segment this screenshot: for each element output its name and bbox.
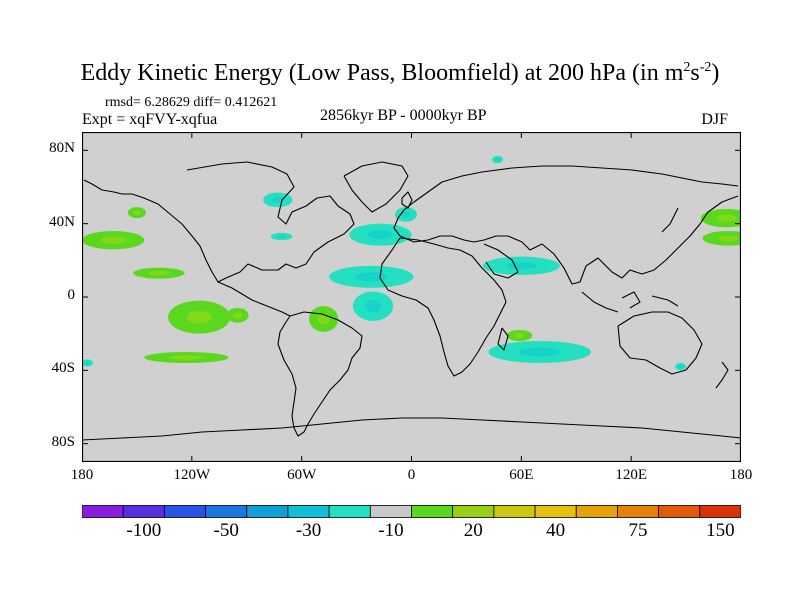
colorbar-label: 150	[706, 520, 735, 541]
colorbar-swatch	[369, 505, 412, 518]
coast-antarctica	[82, 417, 741, 441]
coast-uk	[401, 191, 413, 209]
anomaly-west-pacific-positive-core	[716, 214, 737, 222]
coast-indonesia	[581, 291, 679, 313]
coast-south-america	[277, 311, 363, 437]
anomaly-hudson-bay-negative-core	[272, 196, 284, 203]
colorbar-swatch	[122, 505, 165, 518]
anomaly-central-pacific-positive-core	[186, 310, 212, 324]
anomaly-south-indian-positive-core	[514, 333, 525, 338]
anomaly-layer	[82, 155, 741, 371]
anomaly-tropical-atlantic-negative-core	[354, 272, 389, 282]
coast-madagascar	[497, 327, 509, 351]
y-tick-label: 80N	[49, 140, 75, 157]
experiment-label: Expt = xqFVY-xqfua	[82, 111, 218, 128]
colorbar-swatch	[205, 505, 248, 518]
x-tick-label: 120W	[173, 467, 211, 483]
anomaly-us-east-coast-negative-core	[277, 235, 286, 238]
colorbar-swatch	[82, 505, 124, 518]
coast-central-america	[217, 281, 291, 317]
map-background	[82, 132, 741, 462]
season-label: DJF	[701, 111, 728, 128]
anomaly-south-indian-negative-core	[519, 347, 561, 357]
y-tick-label: 40N	[49, 213, 75, 230]
colorbar-swatch	[411, 505, 454, 518]
coastlines	[82, 161, 741, 441]
colorbar-swatch	[534, 505, 577, 518]
colorbar-swatch	[246, 505, 289, 518]
anomaly-arctic-negative-core	[495, 158, 500, 161]
anomaly-australia-east-negative-core	[678, 365, 683, 369]
coast-north-america	[83, 161, 355, 283]
colorbar-label: 75	[628, 520, 648, 541]
y-tick-label: 40S	[51, 360, 75, 377]
anomaly-n-pacific-positive-core	[100, 236, 126, 244]
x-tick-label: 180	[729, 467, 753, 483]
colorbar-label: -30	[295, 520, 322, 541]
coast-eurasia	[393, 165, 739, 285]
coast-australia	[617, 311, 703, 375]
y-tick-label: 0	[67, 287, 76, 303]
colorbar-swatch	[328, 505, 371, 518]
coast-new-zealand	[715, 361, 729, 389]
coast-africa	[379, 237, 507, 377]
x-tick-label: 0	[407, 467, 416, 483]
map-plot	[82, 132, 741, 462]
x-tick-label: 60E	[509, 467, 534, 483]
coast-greenland	[343, 161, 409, 213]
x-tick-label: 120E	[615, 467, 647, 483]
colorbar-label: 40	[546, 520, 566, 541]
anomaly-europe-negative-core	[401, 211, 411, 218]
x-tick-label: 180	[70, 467, 94, 483]
anomaly-tropical-east-pacific-positive-core	[233, 312, 242, 319]
anomaly-south-pacific-positive-core	[169, 355, 204, 360]
anomaly-south-america-positive-core	[317, 313, 330, 325]
colorbar-label: -100	[126, 520, 162, 541]
colorbar-swatch	[617, 505, 660, 518]
period-label: 2856kyr BP - 0000kyr BP	[320, 107, 487, 124]
colorbar-label: 20	[463, 520, 483, 541]
y-tick-label: 80S	[51, 433, 75, 450]
axis-ticks	[82, 132, 741, 462]
colorbar-swatch	[575, 505, 618, 518]
colorbar-swatch	[452, 505, 495, 518]
coast-arabia	[483, 243, 519, 279]
coast-japan	[661, 207, 679, 233]
colorbar-swatch	[493, 505, 536, 518]
anomaly-n-america-positive-core	[133, 210, 141, 215]
colorbar-label: -10	[378, 520, 404, 541]
anomaly-middle-east-negative-core	[505, 262, 537, 270]
anomaly-dateline-west-negative-core	[85, 361, 90, 365]
colorbar	[82, 505, 741, 518]
anomaly-sw-pacific-positive-core	[148, 270, 170, 276]
anomaly-north-atlantic-negative-core	[367, 230, 393, 240]
stats-text: rmsd= 6.28629 diff= 0.412621	[105, 95, 278, 110]
plot-title: Eddy Kinetic Energy (Low Pass, Bloomfiel…	[80, 60, 720, 86]
anomaly-far-west-pacific-positive-core	[717, 235, 739, 242]
colorbar-label: -50	[213, 520, 239, 541]
colorbar-swatch	[163, 505, 206, 518]
colorbar-swatch	[699, 505, 741, 518]
anomaly-south-atlantic-negative-core	[365, 300, 382, 313]
x-tick-label: 60W	[287, 467, 317, 483]
colorbar-swatch	[658, 505, 701, 518]
colorbar-swatch	[287, 505, 330, 518]
